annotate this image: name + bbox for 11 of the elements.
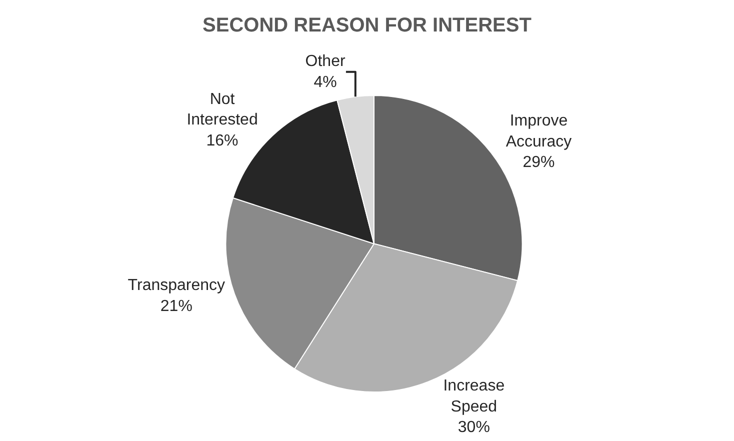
- slice-label: Increase Speed: [443, 378, 505, 416]
- data-label: 21%: [160, 298, 192, 316]
- data-label: 29%: [522, 154, 555, 172]
- slice-label: Not Interested: [186, 90, 258, 129]
- data-label: 16%: [206, 132, 238, 150]
- slice-label: Transparency: [128, 277, 226, 294]
- slice-label: Other: [305, 52, 346, 70]
- slice-label: Improve Accuracy: [506, 112, 572, 150]
- chart-title: SECOND REASON FOR INTEREST: [202, 14, 532, 37]
- data-label: 30%: [458, 419, 490, 436]
- data-label: 4%: [314, 74, 337, 91]
